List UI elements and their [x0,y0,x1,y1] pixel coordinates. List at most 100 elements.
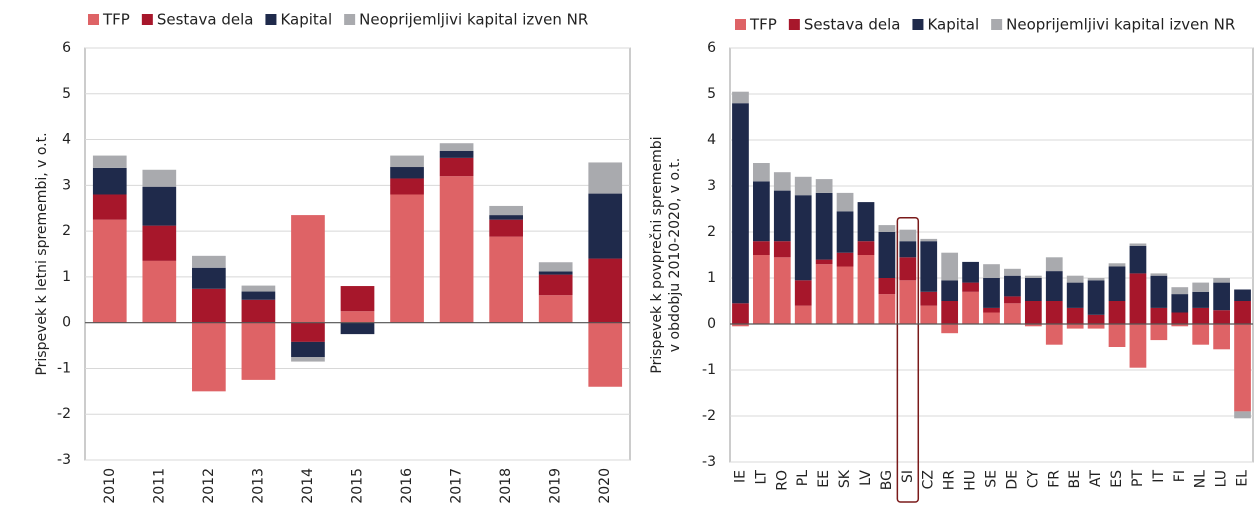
y-tick-label: 4 [707,132,716,148]
x-tick-label: SI [900,470,916,483]
legend-swatch [141,14,153,25]
bar-segment [753,241,770,255]
bar-segment [340,311,375,323]
bar-segment [439,176,474,323]
bar-segment [920,291,938,306]
bar-segment [773,190,791,242]
x-tick-label: FI [1172,470,1188,482]
bar-segment [899,280,917,324]
x-tick-label: SE [984,470,1000,488]
bar-segment [1234,289,1251,301]
bar-segment [836,252,854,267]
bar-segment [1129,245,1147,274]
x-tick-label: FR [1046,470,1062,488]
x-tick-label: 2010 [102,468,118,504]
legend-label: TFP [102,11,130,29]
x-tick-label: EL [1235,470,1251,487]
legend-label: Neoprijemljivi kapital izven NR [359,11,588,29]
bar-segment [390,194,424,323]
bar-segment [291,341,325,357]
bar-segment [192,267,226,289]
legend-label: TFP [749,16,777,34]
bar-segment [1045,257,1063,272]
y-tick-label: -3 [57,452,71,468]
bar-segment [920,241,938,292]
bar-segment [899,241,917,258]
bar-segment [1171,294,1189,313]
x-tick-label: CZ [921,470,937,489]
bar-segment [983,278,1000,308]
bar-segment [920,305,938,324]
y-tick-label: 3 [707,178,716,194]
x-tick-label: HR [942,470,958,491]
bar-segment [340,286,375,312]
legend-swatch [991,19,1003,30]
bar-segment [1129,324,1147,368]
bar-segment [753,163,770,182]
bar-segment [588,162,623,194]
y-tick-label: -1 [57,360,71,376]
bar-segment [1192,307,1210,324]
bar-segment [291,357,325,362]
bar-segment [1045,324,1063,345]
bar-segment [773,172,791,191]
bar-segment [489,219,523,237]
bar-segment [983,264,1000,278]
legend-swatch [735,19,746,30]
bar-segment [1171,312,1189,324]
bar-segment [836,192,854,212]
x-tick-label: RO [774,470,790,491]
bar-segment [1108,266,1126,301]
bar-segment [1024,278,1042,301]
bar-segment [192,322,226,392]
bar-segment [941,301,959,324]
bar-segment [291,215,325,323]
bar-segment [241,322,276,380]
bar-segment [1108,263,1126,267]
x-tick-label: 2017 [449,468,465,504]
x-tick-label: LT [753,470,769,485]
bar-segment [439,143,474,151]
bar-segment [1150,275,1168,308]
x-tick-label: 2014 [300,468,316,504]
x-tick-label: IT [1151,470,1167,483]
bar-segment [489,215,523,220]
x-tick-label: 2013 [250,468,266,504]
y-tick-label: 6 [707,40,716,56]
bar-segment [962,291,979,324]
y-tick-label: 5 [62,86,71,102]
legend-label: Kapital [280,11,332,29]
bar-segment [1108,324,1126,347]
bar-segment [1087,324,1105,329]
bar-segment [1108,301,1126,324]
bar-segment [878,225,896,232]
bar-segment [794,176,812,196]
bar-segment [1004,275,1021,297]
bar-segment [1024,324,1042,327]
bar-segment [1024,275,1042,278]
bar-segment [753,181,770,242]
x-tick-label: IE [732,470,748,483]
y-tick-label: 1 [62,269,71,285]
legend-label: Kapital [927,16,979,34]
bar-segment [753,255,770,324]
x-tick-label: BE [1067,470,1083,488]
x-tick-label: 2011 [151,468,167,504]
y-tick-label: -2 [57,406,71,422]
bar-segment [390,167,424,179]
y-tick-label: 0 [707,316,716,332]
bar-segment [1004,303,1021,324]
bar-segment [983,312,1000,324]
bar-segment [836,266,854,324]
bar-segment [142,186,177,226]
y-axis-title: Prispevek k povprečni spremembi [649,136,665,373]
bar-segment [92,155,127,168]
bar-segment [773,257,791,324]
bar-segment [1192,324,1210,345]
bar-segment [1066,275,1084,283]
bar-segment [1024,301,1042,324]
bar-segment [794,280,812,306]
x-tick-label: LU [1214,470,1230,487]
bar-segment [941,280,959,301]
bar-segment [92,167,127,195]
